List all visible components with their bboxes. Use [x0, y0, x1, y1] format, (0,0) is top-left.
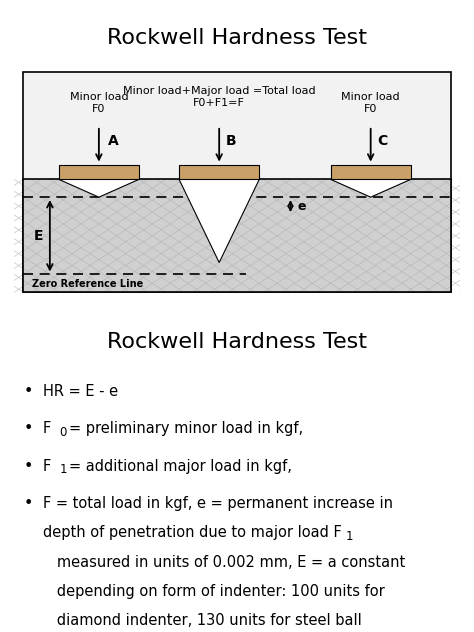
Text: diamond indenter, 130 units for steel ball: diamond indenter, 130 units for steel ba…	[43, 614, 361, 628]
Text: measured in units of 0.002 mm, E = a constant: measured in units of 0.002 mm, E = a con…	[43, 555, 405, 569]
Text: = preliminary minor load in kgf,: = preliminary minor load in kgf,	[69, 422, 303, 437]
Polygon shape	[179, 179, 259, 262]
Text: Zero Reference Line: Zero Reference Line	[32, 279, 143, 289]
Text: •: •	[24, 422, 33, 437]
Text: Rockwell Hardness Test: Rockwell Hardness Test	[107, 332, 367, 351]
Text: 1: 1	[346, 530, 354, 543]
Text: depth of penetration due to major load F: depth of penetration due to major load F	[43, 525, 341, 540]
Text: HR = E - e: HR = E - e	[43, 384, 118, 399]
Bar	[59, 164, 139, 179]
Text: C: C	[377, 134, 388, 148]
Text: A: A	[108, 134, 118, 148]
Bar	[23, 179, 451, 292]
Text: Minor load
F0: Minor load F0	[70, 92, 128, 114]
Text: 1: 1	[59, 463, 67, 477]
Polygon shape	[59, 179, 139, 197]
Text: F: F	[43, 422, 51, 437]
Text: B: B	[226, 134, 237, 148]
Text: Rockwell Hardness Test: Rockwell Hardness Test	[107, 28, 367, 48]
Text: E: E	[34, 229, 43, 243]
Text: •: •	[24, 459, 33, 473]
Bar	[23, 73, 451, 292]
Text: F = total load in kgf, e = permanent increase in: F = total load in kgf, e = permanent inc…	[43, 495, 392, 511]
Text: = additional major load in kgf,: = additional major load in kgf,	[69, 459, 292, 473]
Text: e: e	[297, 200, 306, 212]
Polygon shape	[330, 179, 411, 197]
Text: Minor load
F0: Minor load F0	[341, 92, 400, 114]
Text: 0: 0	[59, 426, 67, 439]
Text: F: F	[43, 459, 51, 473]
Text: depending on form of indenter: 100 units for: depending on form of indenter: 100 units…	[43, 584, 384, 599]
Bar	[23, 179, 451, 292]
Bar	[179, 164, 259, 179]
Text: •: •	[24, 495, 33, 511]
Bar	[330, 164, 411, 179]
Text: Minor load+Major load =Total load
F0+F1=F: Minor load+Major load =Total load F0+F1=…	[123, 87, 316, 108]
Text: •: •	[24, 384, 33, 399]
